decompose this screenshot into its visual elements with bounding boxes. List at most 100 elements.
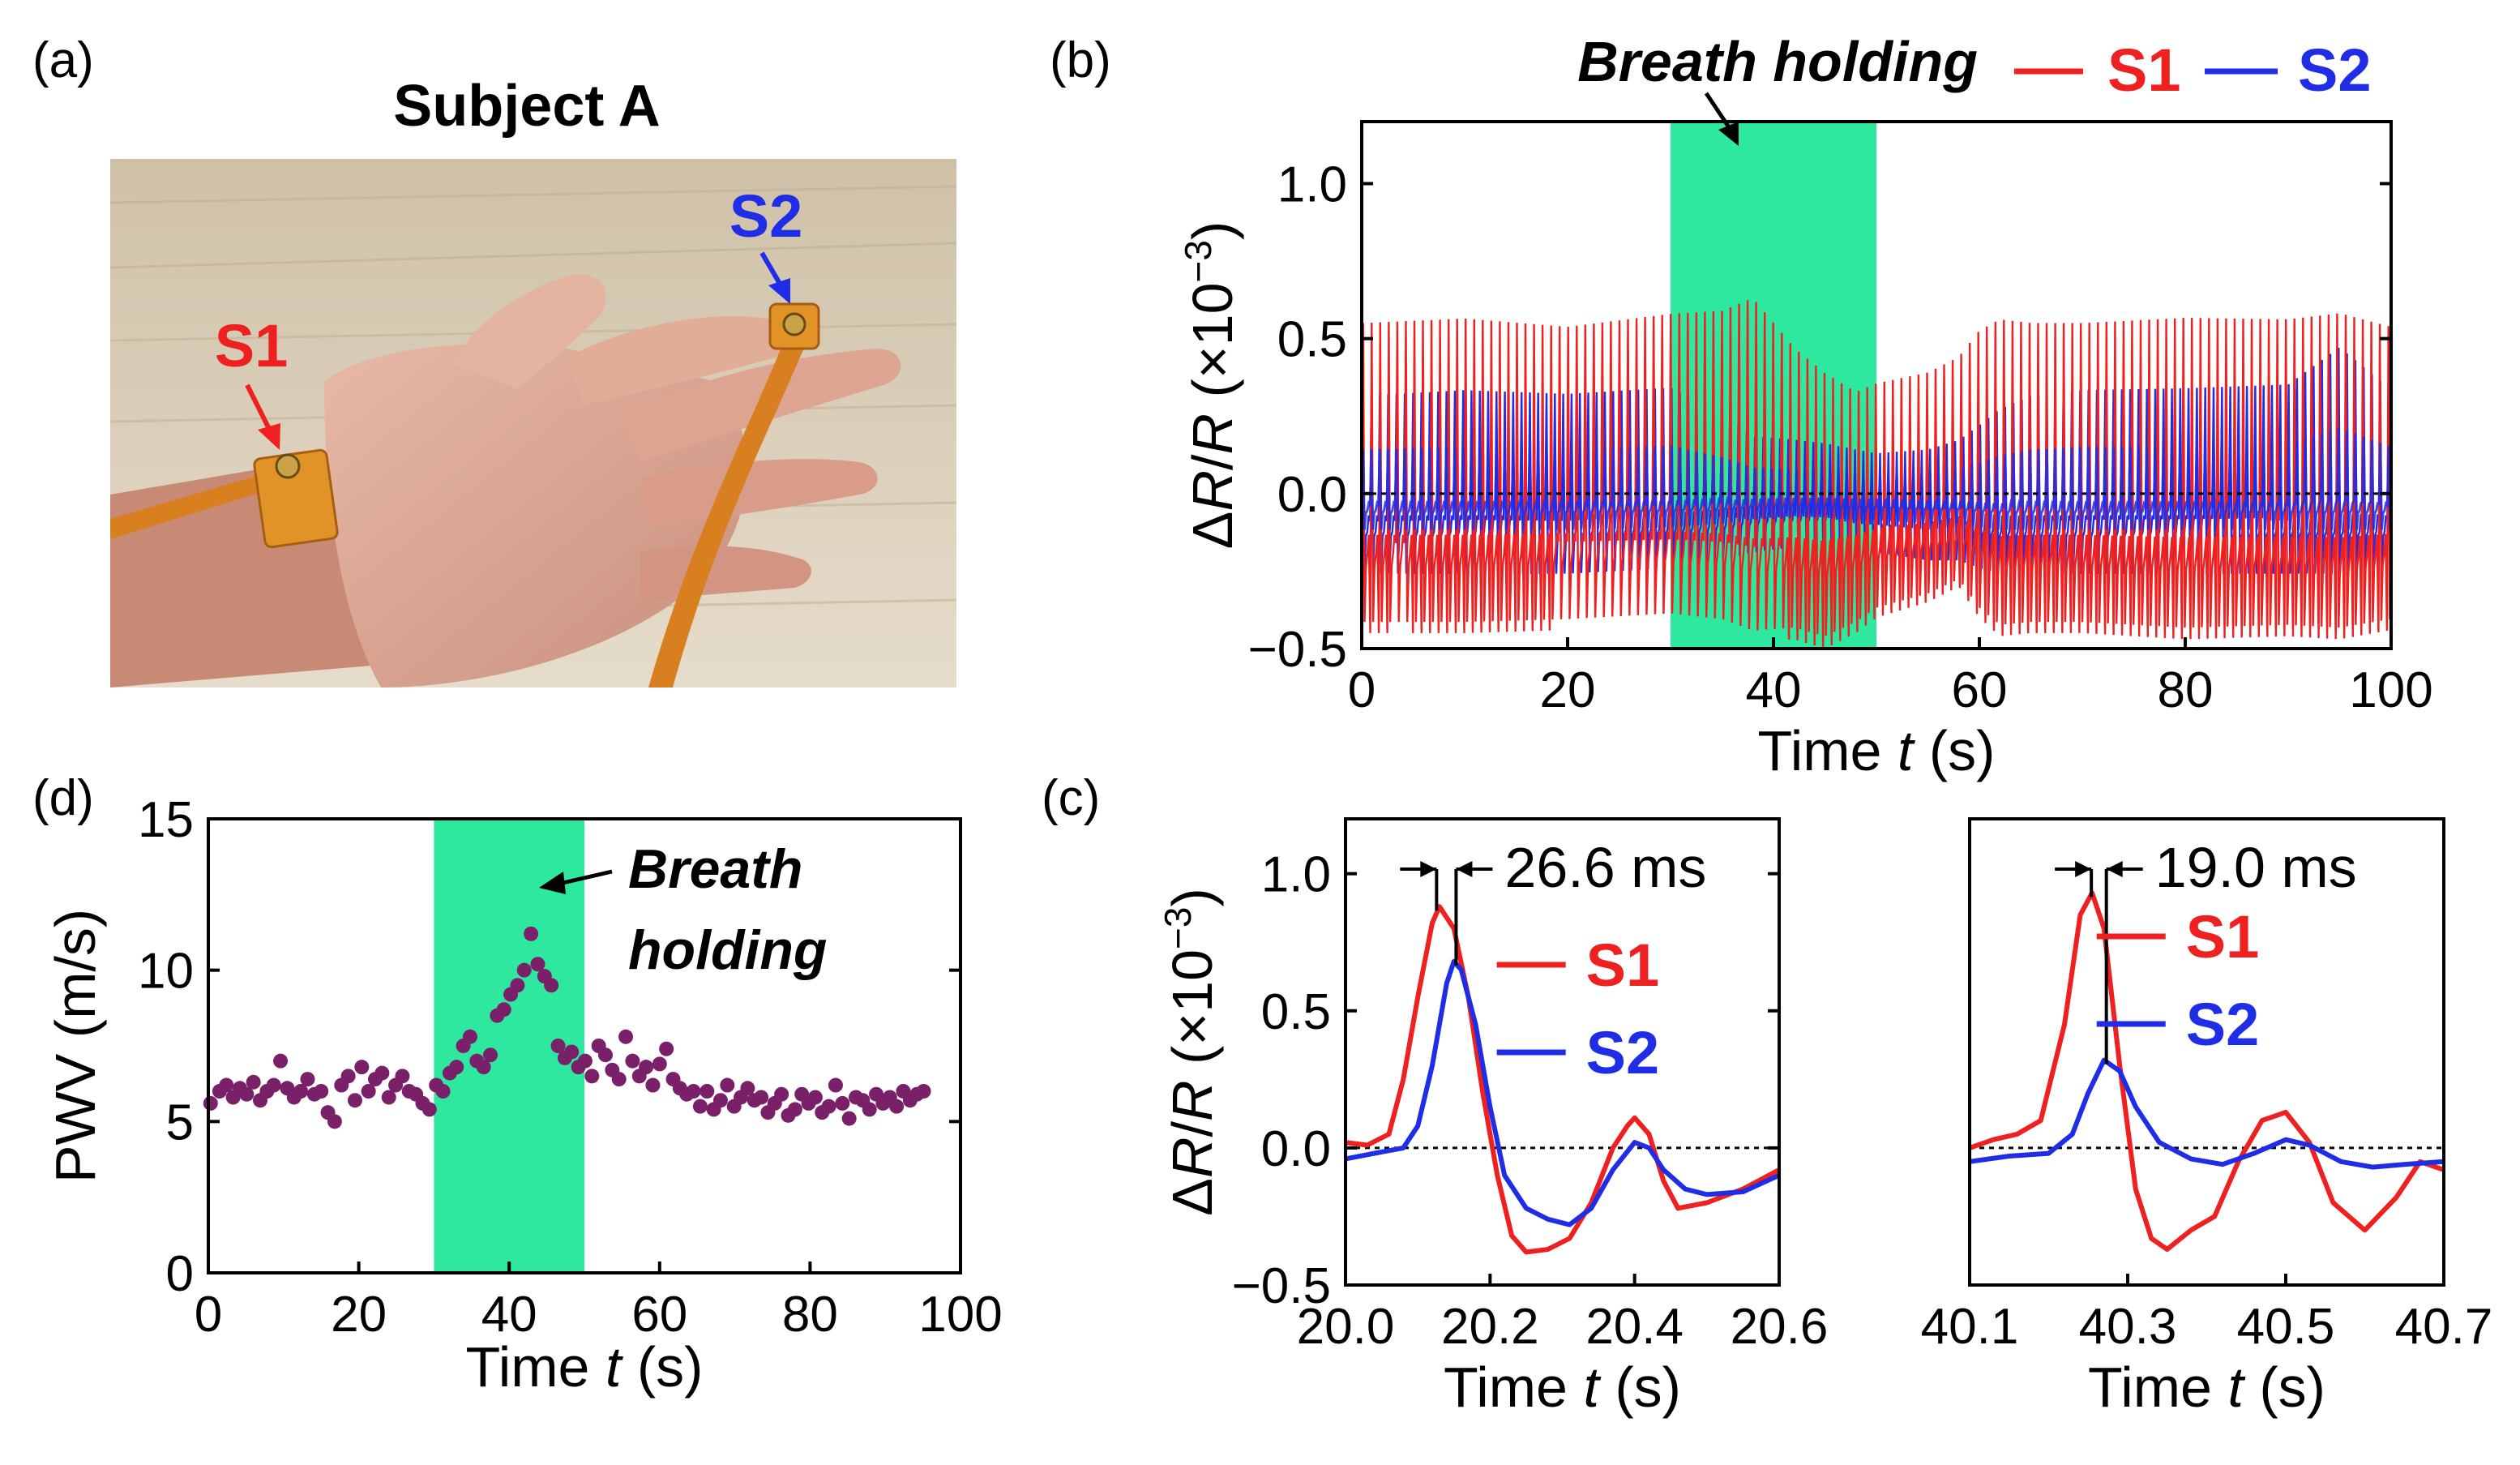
pwv-point — [787, 1102, 802, 1117]
pwv-point — [639, 1060, 654, 1075]
pwv-point — [530, 957, 546, 972]
pwv-point — [841, 1111, 857, 1126]
c2-xtick-label: 40.1 — [1921, 1299, 2019, 1355]
c2-axes-frame — [1968, 817, 2445, 1287]
thumb — [454, 274, 606, 389]
panel-c-letter: (c) — [1042, 770, 1100, 826]
pwv-point — [618, 1029, 634, 1044]
panel-a-letter: (a) — [32, 32, 94, 88]
s1-electrode — [275, 453, 301, 479]
pwv-point — [381, 1090, 396, 1105]
c2-delay-arrowhead-right — [2106, 861, 2123, 877]
breath-holding-annotation-b: Breath holding — [1577, 30, 1978, 93]
pwv-point — [219, 1077, 234, 1093]
d-xlabel: Time t (s) — [466, 1335, 704, 1399]
c2-xlabel: Time t (s) — [2088, 1356, 2325, 1419]
pwv-point — [577, 1053, 593, 1069]
pwv-point — [395, 1069, 410, 1084]
pwv-point — [483, 1047, 498, 1063]
hand-photo — [109, 159, 957, 688]
pwv-point — [835, 1095, 850, 1111]
pwv-point — [544, 978, 559, 993]
finger-index — [567, 316, 797, 405]
c1-delay-arrowhead-left — [1420, 861, 1437, 877]
pwv-point — [449, 1060, 464, 1075]
b-ylabel: ΔR/R (×10−3) — [1177, 221, 1244, 550]
d-xtick-label: 20 — [331, 1287, 387, 1343]
s1-photo-label: S1 — [215, 312, 289, 379]
c1-xtick-label: 20.0 — [1297, 1299, 1395, 1355]
c1-series-s1 — [1345, 904, 1781, 1255]
b-xtick-label: 60 — [1952, 662, 2008, 718]
c1-xtick-label: 20.6 — [1731, 1299, 1829, 1355]
pwv-point — [700, 1084, 715, 1099]
d-ytick-label: 15 — [138, 792, 194, 848]
pwv-point — [496, 1002, 511, 1017]
pwv-point — [347, 1093, 362, 1108]
pwv-point — [584, 1069, 600, 1084]
pwv-point — [273, 1053, 289, 1069]
breath-holding-arrow-b — [1704, 92, 1739, 146]
pwv-point — [550, 1039, 566, 1053]
pwv-point — [720, 1077, 735, 1093]
pwv-point — [597, 1047, 613, 1063]
legend-b-s1-label: S1 — [2107, 36, 2181, 104]
c2-delay-label: 19.0 ms — [2155, 836, 2357, 899]
pwv-point — [821, 1099, 836, 1114]
pwv-point — [524, 926, 539, 941]
c2-xtick-label: 40.5 — [2237, 1299, 2335, 1355]
breath-holding-arrow-d — [539, 869, 613, 894]
s2-ribbon — [648, 324, 811, 688]
c1-ylabel: ΔR/R (×10−3) — [1157, 888, 1224, 1216]
pwv-point — [246, 1074, 261, 1090]
c1-ytick-label: 0.0 — [1261, 1121, 1331, 1177]
b-ytick-label: 1.0 — [1277, 156, 1347, 212]
b-xtick-label: 20 — [1540, 662, 1596, 718]
c1-xtick-label: 20.4 — [1585, 1299, 1684, 1355]
panel-b-letter: (b) — [1050, 32, 1111, 88]
c1-ytick-label: −0.5 — [1232, 1258, 1331, 1314]
pwv-point — [828, 1077, 843, 1093]
pwv-point — [354, 1060, 370, 1075]
pwv-point — [421, 1102, 437, 1117]
pwv-point — [314, 1084, 329, 1099]
pwv-point — [374, 1065, 390, 1081]
d-ytick-label: 0 — [166, 1246, 194, 1302]
panel-d: (d) 0 20 40 60 80 100 15 10 5 0 Time t (s) PWV (m/s… — [32, 770, 1003, 1399]
pwv-point — [712, 1093, 728, 1108]
d-xtick-label: 100 — [918, 1287, 1002, 1343]
s2-electrode — [782, 312, 806, 336]
pwv-point — [361, 1084, 376, 1099]
pwv-point — [300, 1072, 315, 1087]
c1-series-s2 — [1345, 958, 1781, 1227]
d-ylabel: PWV (m/s) — [44, 909, 107, 1183]
panel-d-plot-area: 0 20 40 60 80 100 15 10 5 0 Time t (s) PWV (m/s) — [44, 792, 1003, 1399]
c2-legend-label-s2: S2 — [2186, 991, 2260, 1058]
breath-holding-annotation-d-line2: holding — [628, 919, 827, 981]
pwv-point — [340, 1069, 356, 1084]
pwv-point — [266, 1077, 281, 1093]
s1-ribbon — [110, 470, 280, 539]
c2-series-s2 — [1969, 1057, 2445, 1170]
b-ytick-label: 0.5 — [1277, 312, 1347, 368]
pwv-point — [754, 1090, 769, 1105]
finger-ring — [640, 459, 878, 527]
s1-arrow — [245, 383, 280, 450]
c2-xtick-label: 40.7 — [2395, 1299, 2493, 1355]
b-xtick-label: 80 — [2158, 662, 2214, 718]
pwv-point — [740, 1081, 755, 1096]
d-xtick-label: 60 — [631, 1287, 687, 1343]
pwv-point — [564, 1044, 580, 1060]
legend-b: S1 S2 — [2014, 36, 2372, 104]
pwv-point — [516, 962, 532, 978]
c1-ytick-label: 0.5 — [1261, 984, 1331, 1040]
pwv-point — [239, 1086, 255, 1102]
s2-arrow — [759, 251, 790, 304]
pwv-point — [659, 1041, 674, 1056]
breath-holding-annotation-d: Breath holding — [628, 838, 827, 981]
pwv-point — [889, 1099, 905, 1114]
panel-c: (c) 26.6 ms S1 S2 20.0 20.2 20.4 20.6 1.0 0.5 0.0… — [1042, 770, 2492, 1419]
pwv-point — [916, 1084, 931, 1099]
pwv-point — [293, 1084, 309, 1099]
